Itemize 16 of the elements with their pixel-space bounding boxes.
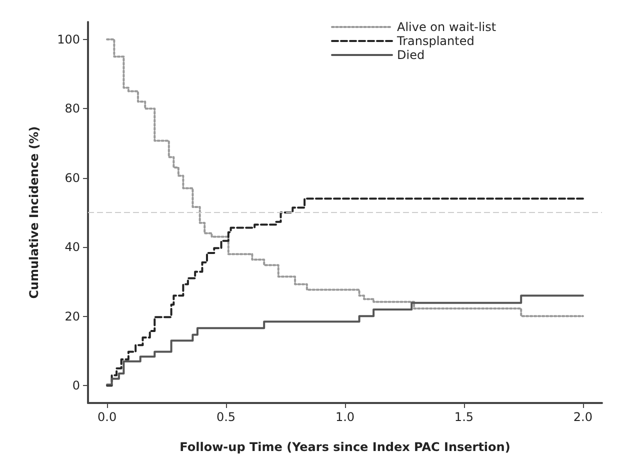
- x-axis-title: Follow-up Time (Years since Index PAC Insertion): [180, 440, 510, 454]
- legend-label: Transplanted: [396, 34, 474, 48]
- y-tick-label: 60: [64, 170, 80, 185]
- x-tick-label: 1.5: [454, 410, 474, 424]
- legend-label: Died: [397, 48, 425, 62]
- y-tick-label: 40: [64, 240, 80, 254]
- x-tick-label: 2.0: [573, 410, 593, 424]
- legend-label: Alive on wait-list: [397, 20, 496, 34]
- y-tick-label: 20: [64, 309, 80, 324]
- y-axis-title: Cumulative Incidence (%): [27, 126, 41, 299]
- x-tick-label: 0.5: [216, 410, 236, 424]
- y-tick-label: 80: [64, 102, 80, 116]
- x-tick-label: 0.0: [97, 410, 117, 424]
- x-tick-label: 1.0: [335, 410, 355, 424]
- y-tick-label: 100: [57, 32, 80, 46]
- y-tick-label: 0: [72, 378, 80, 393]
